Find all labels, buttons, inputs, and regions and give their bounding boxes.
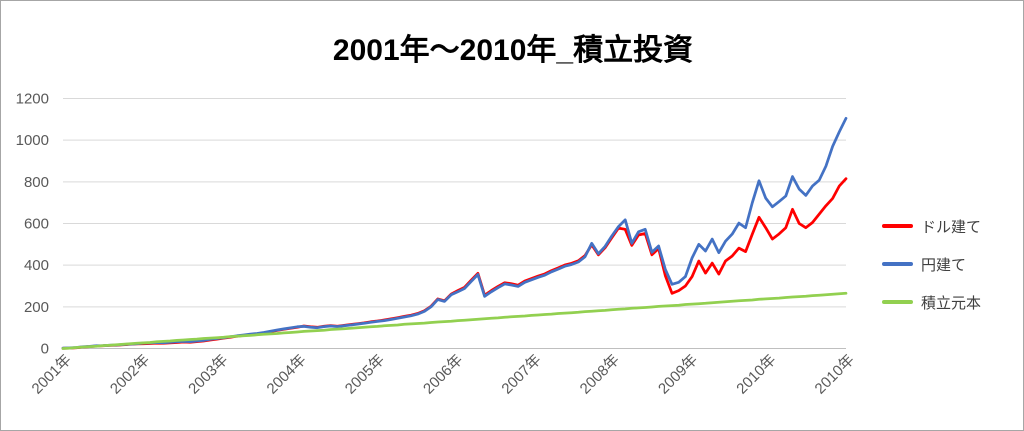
y-tick-label: 600 — [24, 216, 49, 233]
legend-swatch — [882, 224, 913, 228]
x-tick-label: 2004年 — [264, 351, 310, 397]
x-tick-label: 2005年 — [342, 351, 388, 397]
chart-legend: ドル建て円建て積立元本 — [882, 207, 981, 321]
y-tick-label: 800 — [24, 174, 49, 191]
legend-item: 積立元本 — [882, 283, 981, 321]
x-tick-label: 2008年 — [577, 351, 623, 397]
y-tick-label: 200 — [24, 299, 49, 316]
legend-label: 積立元本 — [921, 294, 982, 312]
series-line-円建て — [61, 116, 848, 350]
legend-label: ドル建て — [921, 218, 982, 236]
series-line-積立元本 — [61, 291, 848, 350]
legend-item: ドル建て — [882, 207, 981, 245]
x-tick-label: 2003年 — [185, 351, 231, 397]
y-tick-label: 400 — [24, 257, 49, 274]
x-tick-label: 2010年 — [733, 351, 779, 397]
y-tick-label: 1200 — [16, 91, 49, 108]
legend-swatch — [882, 300, 913, 304]
x-tick-label: 2009年 — [655, 351, 701, 397]
chart-title: 2001年～2010年_積立投資 — [332, 34, 694, 67]
legend-label: 円建て — [921, 256, 967, 274]
x-tick-label: 2007年 — [498, 351, 544, 397]
x-tick-label: 2010年 — [812, 351, 858, 397]
series-line-ドル建て — [61, 177, 848, 350]
y-tick-label: 0 — [41, 341, 49, 358]
legend-swatch — [882, 262, 913, 266]
legend-item: 円建て — [882, 245, 981, 283]
x-tick-label: 2001年 — [29, 351, 75, 397]
x-tick-label: 2002年 — [107, 351, 153, 397]
y-tick-label: 1000 — [16, 132, 49, 149]
x-tick-label: 2006年 — [420, 351, 466, 397]
